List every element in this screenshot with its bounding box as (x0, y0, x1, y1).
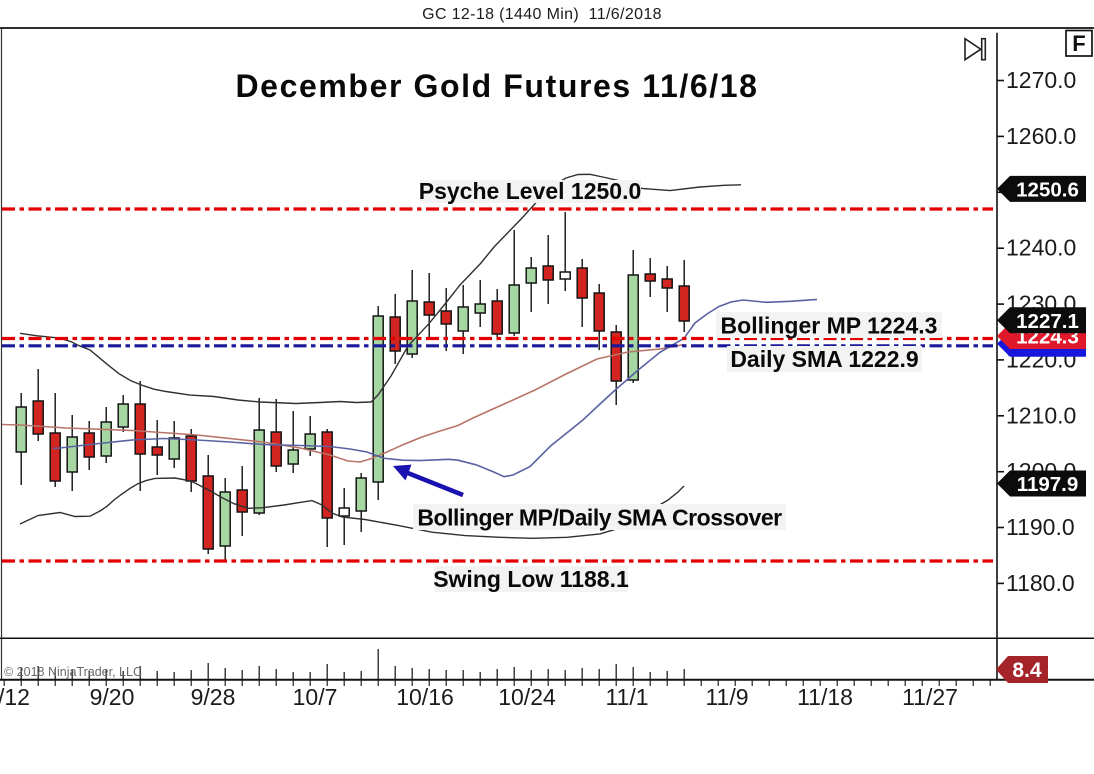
svg-text:1270.0: 1270.0 (1006, 67, 1076, 93)
svg-text:© 2018 NinjaTrader, LLC: © 2018 NinjaTrader, LLC (4, 665, 142, 679)
svg-text:11/1: 11/1 (605, 684, 648, 710)
svg-text:10/16: 10/16 (396, 684, 454, 710)
svg-text:9/28: 9/28 (191, 684, 236, 710)
svg-text:1250.6: 1250.6 (1016, 178, 1079, 201)
svg-text:1197.9: 1197.9 (1017, 473, 1079, 496)
svg-text:Bollinger MP 1224.3: Bollinger MP 1224.3 (721, 313, 938, 339)
svg-text:Psyche Level 1250.0: Psyche Level 1250.0 (419, 178, 642, 204)
svg-text:Swing Low 1188.1: Swing Low 1188.1 (433, 566, 629, 592)
svg-text:F: F (1072, 31, 1085, 56)
svg-text:1260.0: 1260.0 (1006, 123, 1076, 149)
svg-text:Daily SMA 1222.9: Daily SMA 1222.9 (730, 346, 918, 372)
svg-text:9/20: 9/20 (90, 684, 135, 710)
svg-text:1180.0: 1180.0 (1006, 570, 1075, 596)
svg-text:GC 12-18 (1440 Min) 11/6/2018: GC 12-18 (1440 Min) 11/6/2018 (422, 6, 662, 23)
svg-text:10/24: 10/24 (498, 684, 556, 710)
svg-text:1240.0: 1240.0 (1006, 235, 1076, 261)
svg-text:1210.0: 1210.0 (1006, 402, 1076, 428)
svg-text:/12: /12 (0, 684, 30, 710)
svg-text:10/7: 10/7 (293, 684, 338, 710)
svg-text:11/9: 11/9 (705, 684, 748, 710)
svg-text:December Gold Futures 11/6/18: December Gold Futures 11/6/18 (235, 68, 758, 104)
svg-text:Bollinger MP/Daily SMA Crossov: Bollinger MP/Daily SMA Crossover (417, 505, 782, 531)
svg-text:1227.1: 1227.1 (1016, 310, 1079, 333)
svg-text:11/27: 11/27 (902, 684, 958, 710)
svg-text:8.4: 8.4 (1012, 659, 1042, 682)
svg-text:11/18: 11/18 (797, 684, 853, 710)
svg-text:1190.0: 1190.0 (1006, 514, 1075, 540)
